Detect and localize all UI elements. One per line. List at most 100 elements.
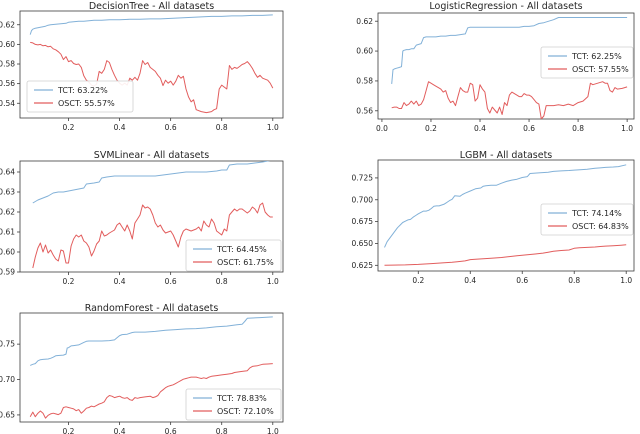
legend-label: OSCT: 72.10% — [217, 407, 274, 416]
x-tick-label: 1.0 — [267, 427, 279, 434]
legend-label: TCT: 78.83% — [216, 394, 267, 403]
legend-box — [540, 203, 634, 236]
legend-box — [540, 46, 634, 79]
decision-tree-plot: 0.2 0.4 0.6 0.8 1.0 0.54 0.56 0.58 0.60 0.62 TCT: … — [0, 10, 284, 132]
x-tick-label: 0.6 — [516, 276, 528, 285]
legend-label: TCT: 74.14% — [571, 209, 622, 218]
x-tick-label: 0.0 — [376, 124, 388, 133]
x-tick-label: 0.4 — [114, 123, 126, 132]
chart-random-forest: RandomForest - All datasets 0.2 0.4 0.6 0.8… — [0, 289, 320, 434]
chart-svm-linear: SVMLinear - All datasets 0.2 0.4 0.6 0.8 1.0… — [0, 145, 320, 290]
y-tick-label: 0.60 — [0, 248, 15, 257]
x-tick-label: 0.4 — [464, 276, 476, 285]
x-tick-label: 0.4 — [114, 427, 126, 434]
x-tick-label: 0.6 — [165, 123, 177, 132]
chart-decision-tree: DecisionTree - All datasets 0.2 0.4 0.6 0.8… — [0, 0, 320, 145]
axes-frame — [19, 160, 284, 273]
y-tick-label: 0.62 — [356, 17, 373, 26]
y-tick-label: 0.62 — [0, 20, 15, 29]
x-tick-label: 1.0 — [621, 124, 633, 133]
axes-frame — [19, 10, 284, 119]
y-axis: 0.625 0.650 0.675 0.700 0.725 — [352, 174, 378, 270]
x-axis: 0.0 0.2 0.4 0.6 0.8 1.0 — [376, 119, 633, 133]
y-tick-label: 0.725 — [352, 174, 374, 183]
axes-frame — [377, 159, 635, 272]
x-tick-label: 1.0 — [267, 277, 279, 286]
series-tct-line — [391, 17, 628, 84]
random-forest-plot: 0.2 0.4 0.6 0.8 1.0 0.65 0.70 0.75 TCT: 78.83% OS… — [0, 312, 284, 434]
y-tick-label: 0.64 — [0, 168, 15, 177]
legend-label: OSCT: 61.75% — [217, 258, 274, 267]
svm-linear-plot: 0.2 0.4 0.6 0.8 1.0 0.59 0.60 0.61 0.62 0.63 0.64 T… — [0, 160, 284, 286]
y-tick-label: 0.61 — [0, 228, 15, 237]
chart-title: DecisionTree - All datasets — [88, 1, 215, 12]
legend-label: TCT: 62.25% — [571, 52, 622, 61]
y-tick-label: 0.700 — [352, 195, 374, 204]
y-tick-label: 0.625 — [352, 261, 374, 270]
legend-box — [185, 388, 282, 421]
series-osct-line — [384, 244, 627, 266]
y-axis: 0.59 0.60 0.61 0.62 0.63 0.64 — [0, 168, 20, 277]
x-tick-label: 0.2 — [63, 277, 75, 286]
logistic-regression-plot: 0.0 0.2 0.4 0.6 0.8 1.0 0.56 0.58 0.60 0.62 TCT: 6… — [356, 12, 635, 133]
y-tick-label: 0.75 — [0, 340, 15, 349]
legend-label: OSCT: 57.55% — [572, 65, 629, 74]
x-tick-label: 0.2 — [412, 276, 424, 285]
y-tick-label: 0.60 — [0, 40, 15, 49]
series-osct-line — [32, 202, 273, 269]
y-axis: 0.65 0.70 0.75 — [0, 340, 20, 420]
y-axis: 0.56 0.58 0.60 0.62 — [356, 17, 378, 115]
x-tick-label: 0.2 — [63, 123, 75, 132]
legend: TCT: 64.45% OSCT: 61.75% — [185, 239, 282, 272]
x-tick-label: 0.2 — [63, 427, 75, 434]
x-tick-label: 0.4 — [474, 124, 486, 133]
x-tick-label: 0.2 — [425, 124, 437, 133]
y-tick-label: 0.675 — [352, 217, 374, 226]
x-tick-label: 0.8 — [216, 123, 228, 132]
y-tick-label: 0.60 — [356, 47, 373, 56]
legend: TCT: 62.25% OSCT: 57.55% — [540, 46, 634, 79]
legend-box — [185, 239, 282, 272]
chart-lgbm: LGBM - All datasets 0.2 0.4 0.6 0.8 1.0 0.625… — [320, 145, 640, 290]
series-tct-line — [29, 14, 273, 35]
y-tick-label: 0.56 — [0, 79, 15, 88]
y-tick-label: 0.56 — [356, 106, 373, 115]
series-osct-line — [30, 41, 274, 114]
x-tick-label: 0.6 — [165, 277, 177, 286]
y-tick-label: 0.59 — [0, 268, 15, 277]
x-axis: 0.2 0.4 0.6 0.8 1.0 — [63, 422, 279, 434]
chart-title: LogisticRegression - All datasets — [429, 1, 583, 12]
y-axis: 0.54 0.56 0.58 0.60 0.62 — [0, 20, 20, 108]
x-tick-label: 0.8 — [568, 276, 580, 285]
y-tick-label: 0.58 — [356, 77, 373, 86]
series-tct-line — [30, 316, 273, 366]
legend: TCT: 63.22% OSCT: 55.57% — [26, 80, 134, 113]
series-tct-line — [32, 161, 271, 204]
legend-label: OSCT: 55.57% — [58, 99, 115, 108]
x-tick-label: 1.0 — [267, 123, 279, 132]
chart-title: LGBM - All datasets — [459, 150, 553, 161]
x-axis: 0.2 0.4 0.6 0.8 1.0 — [63, 118, 279, 132]
legend-label: TCT: 63.22% — [57, 86, 108, 95]
chart-logistic-regression: LogisticRegression - All datasets 0.0 0.2… — [320, 0, 640, 145]
x-axis: 0.2 0.4 0.6 0.8 1.0 — [63, 272, 279, 286]
y-tick-label: 0.70 — [0, 375, 15, 384]
y-tick-label: 0.65 — [0, 411, 15, 420]
x-tick-label: 0.8 — [216, 427, 228, 434]
series-osct-line — [29, 363, 273, 419]
y-tick-label: 0.63 — [0, 188, 15, 197]
x-tick-label: 0.8 — [572, 124, 584, 133]
axes-frame — [19, 312, 284, 423]
x-tick-label: 0.6 — [523, 124, 535, 133]
x-tick-label: 1.0 — [620, 276, 632, 285]
x-tick-label: 0.6 — [165, 427, 177, 434]
series-osct-line — [391, 81, 628, 119]
lgbm-plot: 0.2 0.4 0.6 0.8 1.0 0.625 0.650 0.675 0.700 0.725… — [352, 159, 635, 285]
series-tct-line — [384, 164, 627, 248]
chart-title: RandomForest - All datasets — [84, 303, 219, 314]
legend-label: TCT: 64.45% — [216, 245, 267, 254]
y-tick-label: 0.650 — [352, 239, 374, 248]
x-tick-label: 0.8 — [216, 277, 228, 286]
x-axis: 0.2 0.4 0.6 0.8 1.0 — [412, 271, 632, 285]
